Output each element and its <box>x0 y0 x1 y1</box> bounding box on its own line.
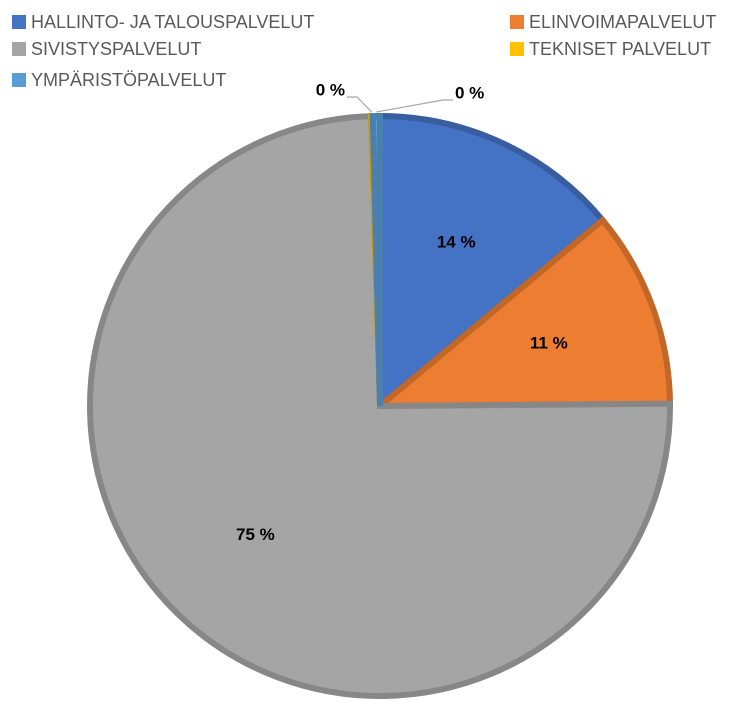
legend-label: YMPÄRISTÖPALVELUT <box>31 70 226 90</box>
legend-swatch <box>510 15 524 29</box>
legend-label: TEKNISET PALVELUT <box>529 39 711 59</box>
leader-line <box>376 99 453 113</box>
leader-line <box>347 96 373 113</box>
legend-swatch <box>510 42 524 56</box>
pie-slice <box>87 113 673 699</box>
data-label: 11 % <box>530 334 568 353</box>
data-label: 0 % <box>316 80 345 99</box>
legend-label: SIVISTYSPALVELUT <box>31 39 201 59</box>
legend-swatch <box>12 15 26 29</box>
legend-swatch <box>12 42 26 56</box>
data-label: 75 % <box>236 525 275 544</box>
legend-label: ELINVOIMAPALVELUT <box>529 12 716 32</box>
legend-label: HALLINTO- JA TALOUSPALVELUT <box>31 12 314 32</box>
data-label: 0 % <box>455 83 484 102</box>
legend-swatch <box>12 73 26 87</box>
pie-slice <box>369 112 383 407</box>
pie-slice <box>377 112 607 413</box>
pie-slice <box>371 215 674 410</box>
data-label: 14 % <box>437 233 476 252</box>
